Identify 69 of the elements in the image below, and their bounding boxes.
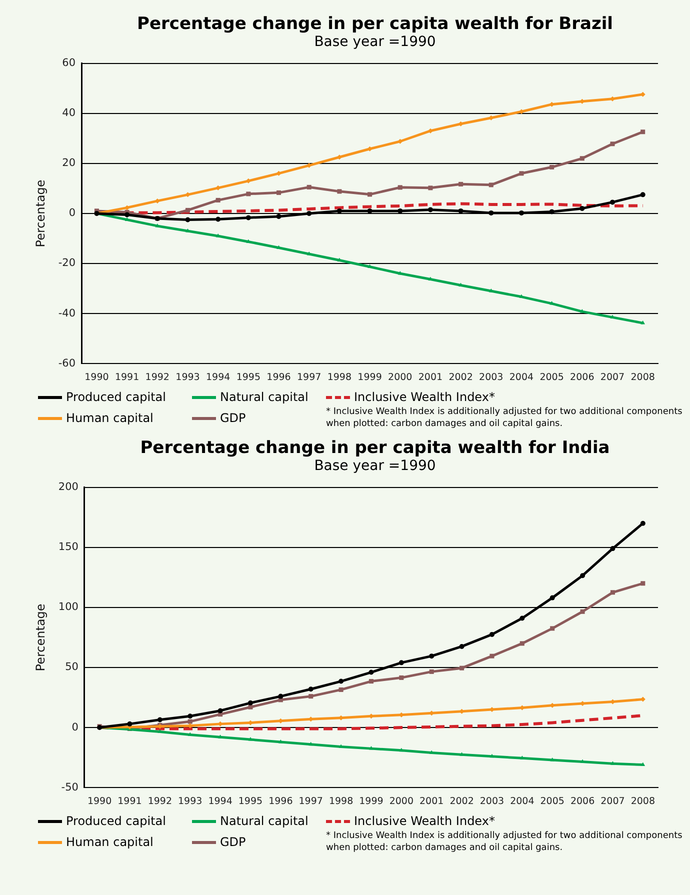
x-tick-label: 1995 [236, 372, 261, 383]
chart-title: Percentage change in per capita wealth for Brazil [136, 14, 614, 34]
x-tick-label: 2001 [420, 796, 444, 807]
x-tick-label: 1995 [238, 796, 263, 807]
x-tick-label: 2006 [570, 796, 595, 807]
x-tick-label: 2002 [450, 796, 474, 807]
x-tick-label: 2001 [418, 372, 443, 383]
y-tick-label: 40 [62, 107, 76, 120]
legend-label: Human capital [66, 835, 154, 849]
x-tick-label: 1992 [148, 796, 172, 807]
y-tick-label: -40 [58, 307, 76, 320]
x-tick-label: 2008 [630, 372, 655, 383]
x-tick-label: 2003 [479, 372, 504, 383]
x-tick-label: 1998 [327, 372, 352, 383]
x-tick-label: 1993 [176, 372, 200, 383]
x-tick-label: 1999 [359, 796, 384, 807]
x-tick-label: 1992 [145, 372, 170, 383]
legend-label: Produced capital [66, 814, 166, 828]
x-tick-label: 1991 [118, 796, 142, 807]
y-tick-label: 60 [62, 57, 76, 70]
x-tick-label: 2002 [448, 372, 473, 383]
x-tick-label: 1996 [268, 796, 293, 807]
x-tick-label: 1997 [297, 372, 322, 383]
legend-label: GDP [220, 411, 246, 425]
x-tick-label: 2008 [630, 796, 655, 807]
x-tick-label: 1996 [266, 372, 291, 383]
text: * Inclusive Wealth Index is additionally adjusted for two additional components when plotted: carbon damages and oil capital gains. [326, 830, 684, 854]
y-axis-title: Percentage [33, 180, 48, 248]
x-tick-label: 2000 [388, 372, 412, 383]
y-tick-label: 20 [62, 157, 76, 170]
y-axis-title: Percentage [33, 604, 48, 672]
y-tick-label: -20 [58, 257, 76, 270]
legend-label: Natural capital [220, 814, 308, 828]
x-tick-label: 2000 [389, 796, 414, 807]
y-tick-label: 100 [58, 601, 78, 614]
y-tick-label: -50 [61, 781, 78, 794]
x-tick-label: 2007 [600, 372, 625, 383]
chart-subtitle: Base year =1990 [313, 458, 437, 475]
x-tick-label: 1991 [114, 372, 140, 383]
x-tick-label: 1993 [178, 796, 202, 807]
x-tick-label: 1994 [208, 796, 232, 807]
x-tick-label: 2005 [540, 796, 564, 807]
legend-label: Inclusive Wealth Index* [354, 390, 495, 404]
x-tick-label: 2004 [510, 796, 534, 807]
x-tick-label: 2004 [509, 372, 534, 383]
legend-label: Inclusive Wealth Index* [354, 814, 495, 828]
text: * Inclusive Wealth Index is additionally adjusted for two additional components when plotted: carbon damages and oil capital gains. [326, 406, 684, 430]
x-tick-label: 2005 [540, 372, 564, 383]
x-tick-label: 1990 [84, 372, 109, 383]
x-tick-label: 1994 [206, 372, 230, 383]
y-tick-label: 200 [58, 481, 78, 494]
x-tick-label: 1997 [298, 796, 323, 807]
y-tick-label: 150 [58, 541, 78, 554]
x-tick-label: 2006 [570, 372, 594, 383]
legend-label: GDP [220, 835, 246, 849]
chart-subtitle: Base year =1990 [313, 34, 437, 51]
y-tick-label: 50 [65, 661, 78, 674]
x-tick-label: 1990 [87, 796, 112, 807]
x-tick-label: 1998 [328, 796, 354, 807]
y-tick-label: 0 [68, 207, 76, 220]
legend-label: Human capital [66, 411, 154, 425]
x-tick-label: 2003 [480, 796, 504, 807]
legend-label: Produced capital [66, 390, 166, 404]
x-tick-label: 2007 [600, 796, 625, 807]
x-tick-label: 1999 [358, 372, 382, 383]
y-tick-label: 0 [72, 721, 78, 734]
y-tick-label: -60 [58, 357, 76, 370]
chart-title: Percentage change in per capita wealth for India [139, 438, 611, 458]
legend-label: Natural capital [220, 390, 308, 404]
